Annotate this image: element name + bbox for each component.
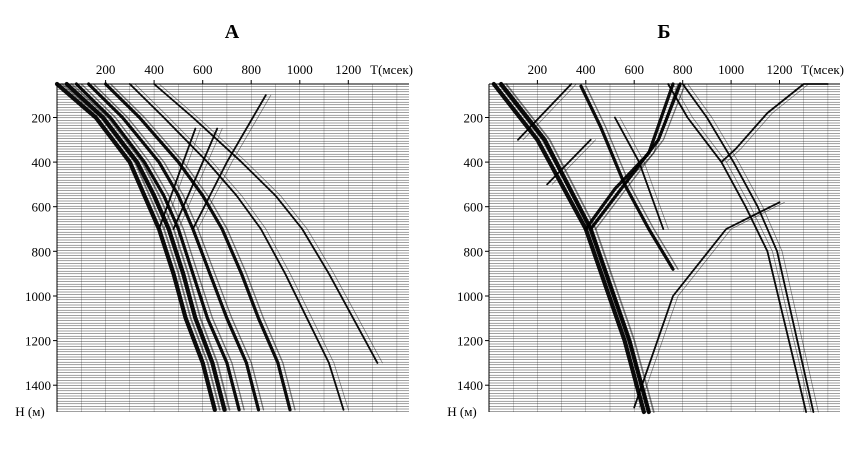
wavefronts (54, 81, 383, 412)
y-tick-label: 1200 (457, 334, 483, 349)
wavefront-series-echo (551, 139, 597, 185)
wavefront-series (614, 116, 665, 230)
x-tick-label: 600 (624, 62, 644, 77)
y-tick-label: 1400 (457, 378, 483, 393)
wavefront-series (172, 127, 219, 230)
wavefront-series-echo (80, 83, 245, 411)
wavefront-series (667, 83, 807, 413)
wavefront-series-echo (522, 83, 577, 141)
x-tick-label: 600 (193, 62, 213, 77)
wavefront-series (633, 201, 781, 409)
x-tick-label: 1000 (287, 62, 313, 77)
y-tick-label: 1000 (25, 289, 51, 304)
wavefront-series-echo (70, 83, 231, 411)
y-tick-label: 1000 (457, 289, 483, 304)
wavefront-series-echo (619, 117, 669, 230)
wavefronts (491, 81, 834, 415)
wavefront-series (191, 94, 267, 230)
wavefront-series (64, 81, 227, 412)
wavefront-series-echo (178, 128, 223, 230)
wavefront-series (153, 83, 379, 364)
y-tick-label: 1400 (25, 378, 51, 393)
x-axis-label: T(мсек) (801, 62, 844, 77)
x-tick-label: 200 (96, 62, 116, 77)
y-tick-label: 800 (464, 244, 484, 259)
x-tick-label: 400 (576, 62, 596, 77)
wavefront-series-echo (595, 83, 686, 230)
x-tick-label: 1200 (335, 62, 361, 77)
trace-lines (57, 83, 409, 412)
wavefront-series-echo (638, 201, 785, 408)
wavefront-series-echo (158, 83, 383, 364)
y-tick-label: 400 (32, 155, 52, 170)
y-tick-label: 200 (32, 111, 52, 126)
y-tick-label: 400 (464, 155, 484, 170)
wavefront-series (128, 83, 345, 411)
wavefront-series-echo (109, 83, 296, 411)
wavefront-series (584, 82, 675, 231)
x-tick-label: 1000 (718, 62, 744, 77)
x-tick-label: 200 (528, 62, 548, 77)
wavefront-series-echo (687, 83, 819, 413)
wavefront-series-echo (134, 83, 349, 411)
panel-a: А 200 400 600 800 1000 1200 T(мсек) 200 400 600 800… (15, 21, 413, 419)
panel-b: Б 200 400 600 800 1000 1200 T(мсек) 200 400 600 800… (447, 21, 844, 419)
wavefront-series-echo (672, 83, 812, 413)
y-tick-label: 1200 (25, 334, 51, 349)
x-tick-label: 400 (144, 62, 164, 77)
wavefront-series (546, 138, 592, 186)
wavefront-series (517, 83, 573, 141)
y-axis-label: H (м) (447, 404, 477, 419)
wavefront-series (589, 82, 682, 231)
y-tick-label: 600 (32, 200, 52, 215)
x-tick-label: 1200 (767, 62, 793, 77)
wavefront-series (579, 84, 675, 271)
wavefront-series-echo (197, 94, 272, 230)
y-tick-label: 600 (464, 200, 484, 215)
x-tick-label: 800 (241, 62, 261, 77)
panel-title: Б (657, 21, 670, 43)
wavefront-series-echo (163, 128, 201, 230)
x-axis-label: T(мсек) (370, 62, 413, 77)
panel-title: А (225, 21, 240, 43)
y-tick-label: 800 (32, 244, 52, 259)
wavefront-series (681, 83, 815, 413)
x-tick-label: 800 (673, 62, 693, 77)
y-axis-label: H (м) (15, 404, 45, 419)
y-tick-label: 200 (464, 111, 484, 126)
wavefront-series (158, 127, 197, 230)
wavefront-series-echo (585, 85, 679, 270)
wavefront-series (103, 82, 292, 412)
